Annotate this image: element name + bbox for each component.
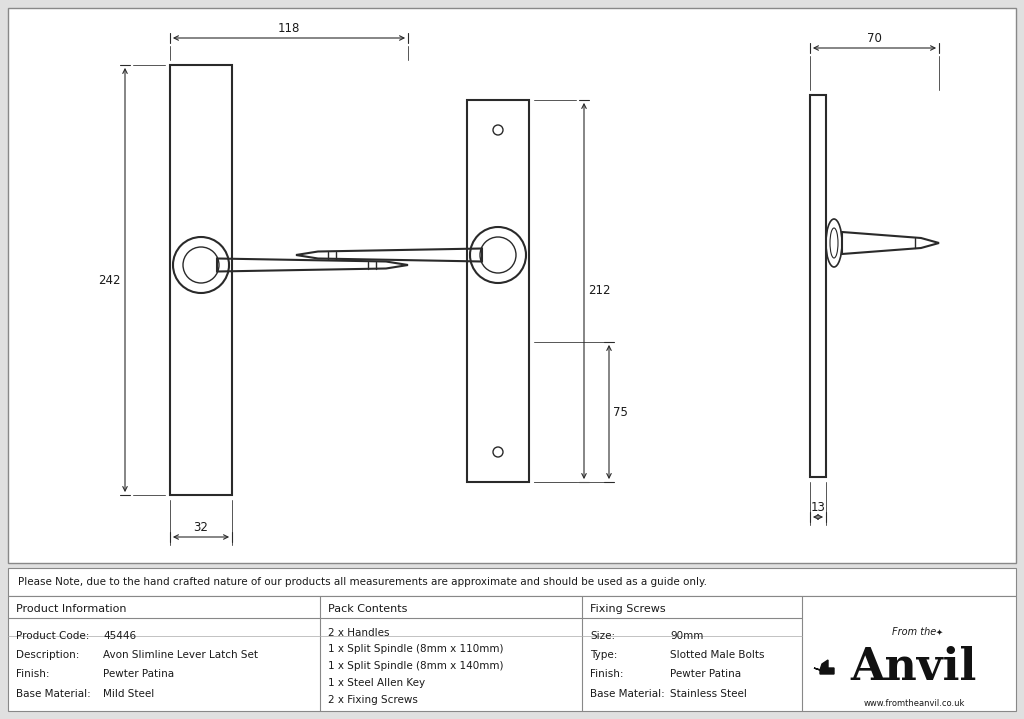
Text: Anvil: Anvil (851, 646, 977, 690)
Text: 1 x Split Spindle (8mm x 140mm): 1 x Split Spindle (8mm x 140mm) (328, 661, 504, 671)
Text: Base Material:: Base Material: (16, 689, 91, 699)
Bar (8, 568, 1016, 596)
Text: Slotted Male Bolts: Slotted Male Bolts (670, 650, 765, 660)
Text: Mild Steel: Mild Steel (103, 689, 155, 699)
Bar (467, 100, 529, 482)
Text: Finish:: Finish: (590, 669, 624, 679)
Text: 90mm: 90mm (670, 631, 703, 641)
Text: Stainless Steel: Stainless Steel (670, 689, 746, 699)
Text: From the: From the (892, 627, 936, 637)
Text: Product Code:: Product Code: (16, 631, 89, 641)
Text: Fixing Screws: Fixing Screws (590, 604, 666, 614)
Text: 45446: 45446 (103, 631, 136, 641)
Text: Description:: Description: (16, 650, 80, 660)
Bar (170, 65, 232, 495)
Bar (810, 95, 826, 477)
Text: 212: 212 (588, 285, 610, 298)
Text: 13: 13 (811, 501, 825, 514)
Text: Finish:: Finish: (16, 669, 49, 679)
Text: Base Material:: Base Material: (590, 689, 665, 699)
Text: ✦: ✦ (936, 628, 942, 636)
Text: Pewter Patina: Pewter Patina (103, 669, 174, 679)
Text: 32: 32 (194, 521, 209, 534)
Text: 1 x Split Spindle (8mm x 110mm): 1 x Split Spindle (8mm x 110mm) (328, 644, 504, 654)
Polygon shape (814, 660, 834, 674)
Text: 118: 118 (278, 22, 300, 35)
Text: 1 x Steel Allen Key: 1 x Steel Allen Key (328, 678, 425, 688)
Text: 2 x Handles: 2 x Handles (328, 628, 389, 638)
Text: Pewter Patina: Pewter Patina (670, 669, 741, 679)
Text: www.fromtheanvil.co.uk: www.fromtheanvil.co.uk (863, 698, 965, 707)
Bar (8, 8, 1016, 563)
Text: Product Information: Product Information (16, 604, 127, 614)
Text: Size:: Size: (590, 631, 615, 641)
Text: 242: 242 (98, 273, 121, 286)
Text: 70: 70 (867, 32, 882, 45)
Text: 75: 75 (613, 406, 628, 418)
Text: Pack Contents: Pack Contents (328, 604, 408, 614)
Text: Type:: Type: (590, 650, 617, 660)
Text: Please Note, due to the hand crafted nature of our products all measurements are: Please Note, due to the hand crafted nat… (18, 577, 707, 587)
Text: 2 x Fixing Screws: 2 x Fixing Screws (328, 695, 418, 705)
Text: Avon Slimline Lever Latch Set: Avon Slimline Lever Latch Set (103, 650, 258, 660)
Bar (8, 596, 1016, 711)
